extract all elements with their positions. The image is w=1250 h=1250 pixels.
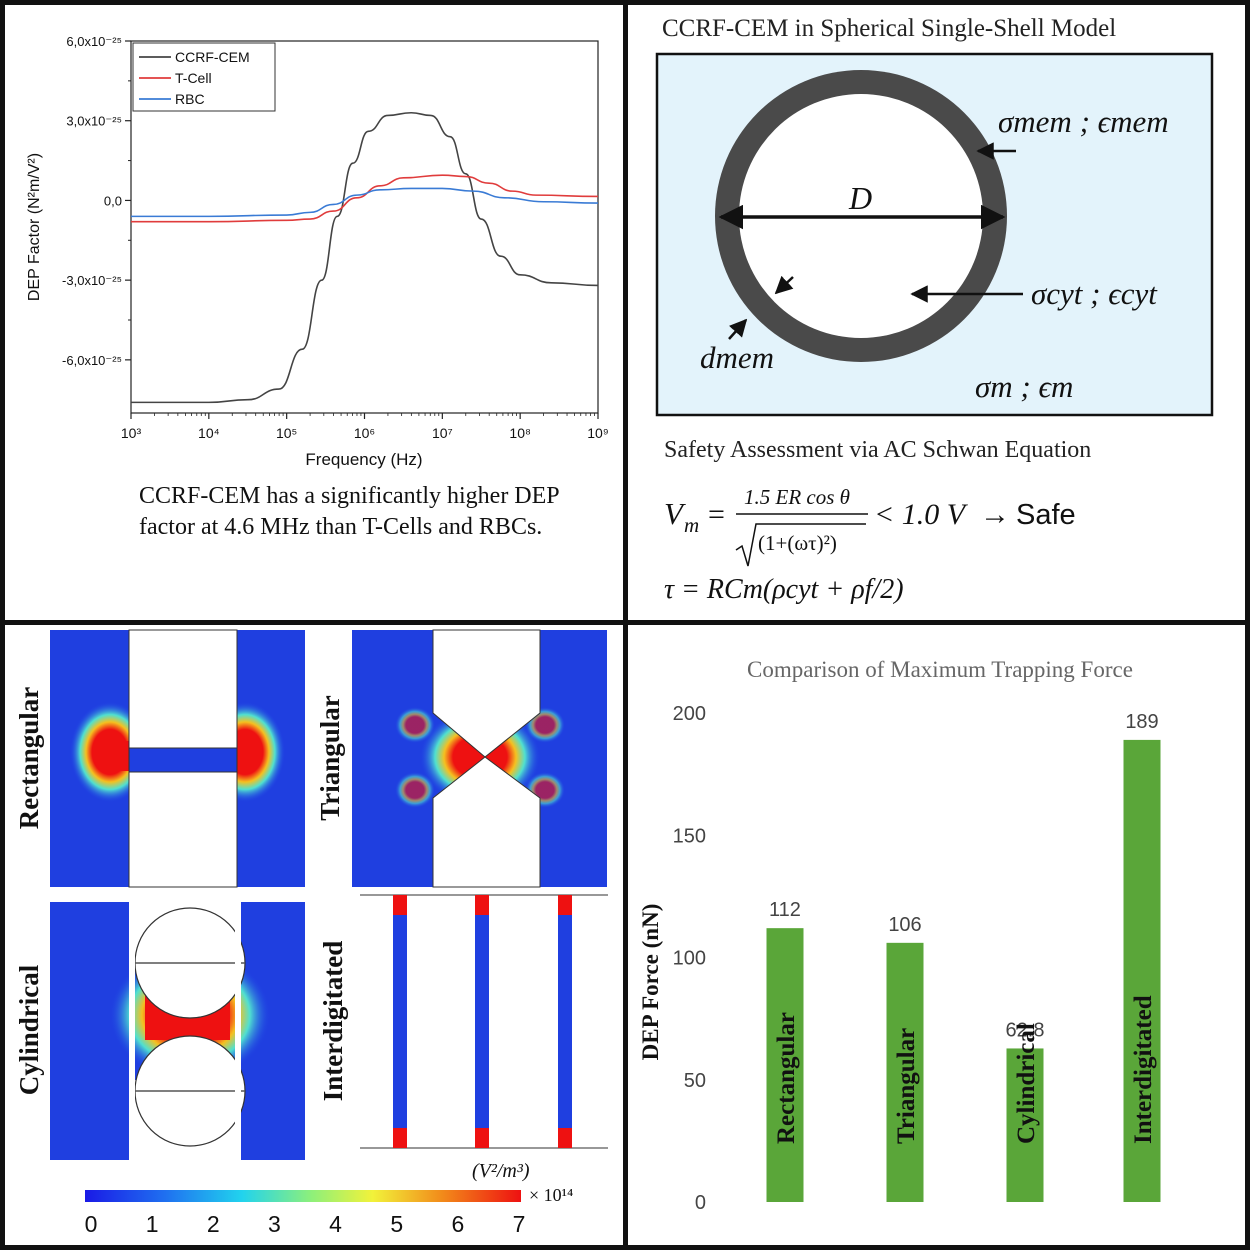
x-tick-label: 10⁶ bbox=[354, 425, 375, 441]
trapping-force-panel: Comparison of Maximum Trapping Force DEP… bbox=[628, 625, 1245, 1245]
safety-title: Safety Assessment via AC Schwan Equation bbox=[664, 437, 1092, 463]
dmem-inner-arrow bbox=[774, 275, 794, 295]
sqrt-sign bbox=[735, 523, 866, 567]
bar-y-tick-label: 100 bbox=[673, 948, 706, 970]
series-line-ccrf-cem bbox=[130, 111, 599, 404]
label-rectangular: Rectangular bbox=[14, 687, 44, 829]
y-axis-label: DEP Factor (N²m/V²) bbox=[26, 153, 43, 301]
horizontal-divider bbox=[0, 620, 1250, 625]
bar-y-tick-label: 50 bbox=[684, 1070, 706, 1092]
threshold: < 1.0 V bbox=[874, 498, 969, 531]
colorbar bbox=[85, 1190, 521, 1202]
label-triangular: Triangular bbox=[315, 695, 345, 821]
dmem-outer-arrow bbox=[728, 318, 748, 340]
vertical-divider bbox=[623, 0, 628, 1250]
dep-factor-panel: 6,0x10⁻²⁵ 3,0x10⁻²⁵ 0,0 -3,0x10⁻²⁵ -6,0x10⁻²… bbox=[5, 5, 623, 620]
fraction-denominator: (1+(ωτ)²) bbox=[758, 531, 837, 555]
colorbar-unit: (V²/m³) bbox=[472, 1160, 530, 1182]
bar-category-label: Triangular bbox=[893, 1028, 920, 1144]
colorbar-tick-label: 7 bbox=[513, 1211, 526, 1237]
y-tick-label: -3,0x10⁻²⁵ bbox=[62, 273, 122, 288]
bar-value-label: 112 bbox=[769, 899, 801, 921]
vm-lhs-sub: m bbox=[684, 513, 699, 537]
x-tick-label: 10⁸ bbox=[509, 425, 531, 441]
x-tick-label: 10⁷ bbox=[432, 425, 453, 441]
bar-rectangular bbox=[766, 928, 804, 1202]
dmem-label: dmem bbox=[700, 340, 774, 375]
medium-label: σm ; ϵm bbox=[975, 369, 1073, 404]
bar-triangular bbox=[886, 942, 924, 1202]
y-tick-label: 0,0 bbox=[104, 193, 122, 208]
diameter-label: D bbox=[848, 180, 872, 216]
membrane-label: σmem ; ϵmem bbox=[998, 104, 1169, 139]
bar-value-label: 106 bbox=[888, 914, 921, 936]
series-line-rbc bbox=[130, 187, 599, 218]
dep-factor-chart: 6,0x10⁻²⁵ 3,0x10⁻²⁵ 0,0 -3,0x10⁻²⁵ -6,0x10⁻²… bbox=[26, 34, 609, 469]
legend-label: RBC bbox=[175, 91, 205, 107]
bar-y-axis-label: DEP Force (nN) bbox=[638, 904, 663, 1061]
schwan-equation: V m = 1.5 ER cos θ (1+(ωτ)²) < 1.0 V → S… bbox=[664, 485, 1076, 605]
equals-sign: = bbox=[708, 498, 725, 531]
series-line-t-cell bbox=[130, 174, 599, 223]
interdigitated-simulation bbox=[360, 894, 608, 1149]
bar-category-label: Cylindrical bbox=[1013, 1023, 1040, 1144]
y-tick-label: -6,0x10⁻²⁵ bbox=[62, 353, 122, 368]
cytoplasm-label: σcyt ; ϵcyt bbox=[1031, 276, 1158, 311]
tau-equation: τ = RCm(ρcyt + ρf/2) bbox=[664, 574, 904, 605]
colorbar-tick-label: 1 bbox=[146, 1211, 159, 1237]
bar-y-tick-label: 150 bbox=[673, 825, 706, 847]
label-cylindrical: Cylindrical bbox=[14, 964, 44, 1095]
implies-arrow: → bbox=[980, 498, 1010, 531]
shell-model-title: CCRF-CEM in Spherical Single-Shell Model bbox=[662, 15, 1117, 42]
x-tick-label: 10³ bbox=[121, 425, 142, 441]
vm-lhs: V bbox=[664, 496, 686, 531]
shell-model-diagram: D σmem ; ϵmem σcyt ; ϵcyt dmem σm ; ϵm bbox=[655, 52, 1214, 417]
legend-label: T-Cell bbox=[175, 70, 212, 86]
colorbar-multiplier: × 10¹⁴ bbox=[529, 1185, 573, 1205]
x-axis-label: Frequency (Hz) bbox=[305, 450, 422, 469]
bar-value-label: 62.8 bbox=[1006, 1019, 1045, 1041]
triangular-simulation bbox=[352, 629, 607, 888]
trapping-force-chart: Comparison of Maximum Trapping Force DEP… bbox=[638, 657, 1161, 1214]
shell-model-panel: CCRF-CEM in Spherical Single-Shell Model… bbox=[628, 5, 1245, 620]
label-interdigitated: Interdigitated bbox=[318, 941, 348, 1101]
bar-chart-title: Comparison of Maximum Trapping Force bbox=[747, 657, 1133, 682]
colorbar-tick-label: 3 bbox=[268, 1211, 281, 1237]
bar-y-tick-label: 0 bbox=[695, 1192, 706, 1214]
bar-interdigitated bbox=[1123, 739, 1161, 1202]
safe-result: Safe bbox=[1016, 499, 1076, 531]
colorbar-tick-label: 5 bbox=[390, 1211, 403, 1237]
bar-cylindrical bbox=[1006, 1048, 1044, 1202]
y-tick-label: 6,0x10⁻²⁵ bbox=[66, 34, 122, 49]
colorbar-tick-label: 0 bbox=[85, 1211, 98, 1237]
field-simulations: Rectangular Triangular bbox=[14, 629, 608, 1237]
x-tick-label: 10⁵ bbox=[276, 425, 297, 441]
simulation-panel: Rectangular Triangular bbox=[5, 625, 623, 1245]
rectangular-simulation bbox=[50, 629, 305, 888]
colorbar-tick-label: 4 bbox=[329, 1211, 342, 1237]
dep-caption: CCRF-CEM has a significantly higher DEP … bbox=[139, 483, 559, 540]
y-tick-label: 3,0x10⁻²⁵ bbox=[66, 114, 122, 129]
cylindrical-simulation bbox=[50, 902, 305, 1160]
x-tick-label: 10⁴ bbox=[198, 425, 220, 441]
colorbar-tick-label: 2 bbox=[207, 1211, 220, 1237]
bar-value-label: 189 bbox=[1125, 711, 1158, 733]
bar-y-tick-label: 200 bbox=[673, 703, 706, 725]
legend-label: CCRF-CEM bbox=[175, 49, 250, 65]
x-tick-label: 10⁹ bbox=[587, 425, 609, 441]
fraction-numerator: 1.5 ER cos θ bbox=[744, 485, 850, 509]
colorbar-tick-label: 6 bbox=[451, 1211, 464, 1237]
bar-category-label: Interdigitated bbox=[1130, 995, 1157, 1144]
bar-category-label: Rectangular bbox=[773, 1012, 800, 1144]
